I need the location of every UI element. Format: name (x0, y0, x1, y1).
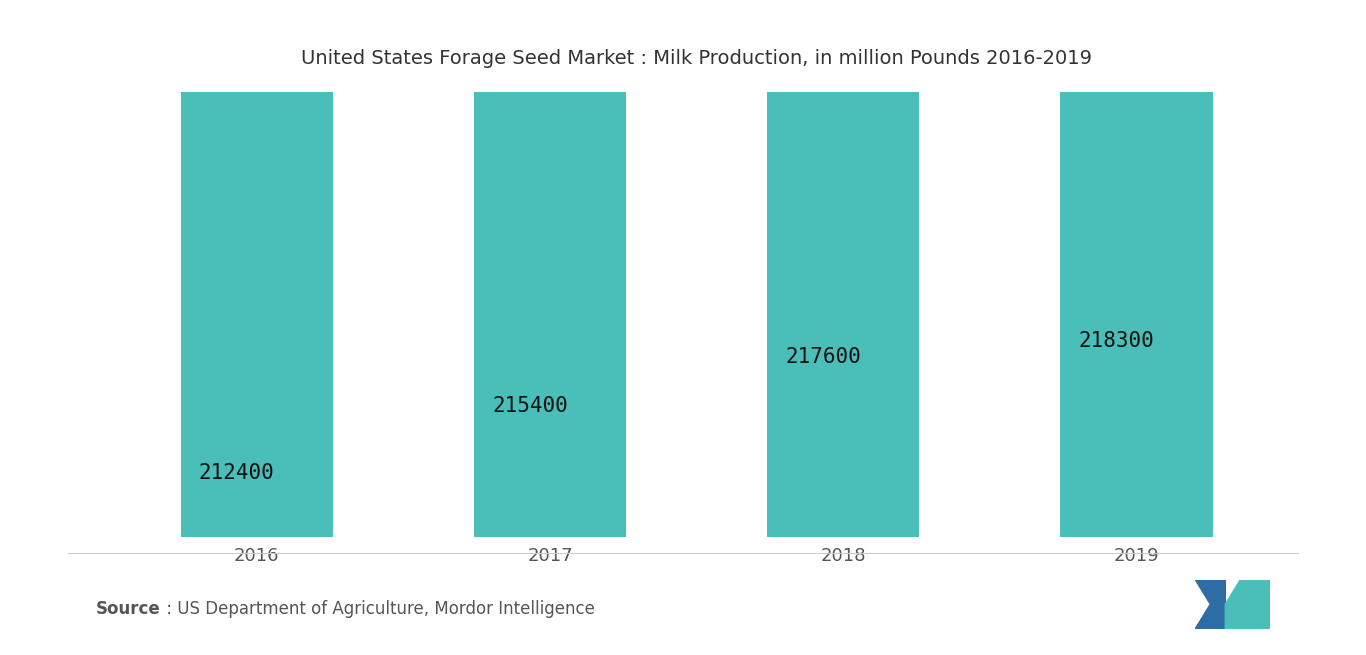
Polygon shape (1225, 580, 1270, 629)
Text: 212400: 212400 (199, 462, 275, 483)
Bar (1060, 0, 1213, 537)
Title: United States Forage Seed Market : Milk Production, in million Pounds 2016-2019: United States Forage Seed Market : Milk … (301, 49, 1093, 68)
Text: 217600: 217600 (785, 346, 861, 367)
Polygon shape (1195, 580, 1225, 629)
Bar (768, 0, 919, 537)
Text: 218300: 218300 (1079, 331, 1154, 351)
Bar (180, 0, 333, 537)
Text: 215400: 215400 (492, 396, 568, 416)
Text: : US Department of Agriculture, Mordor Intelligence: : US Department of Agriculture, Mordor I… (161, 600, 596, 618)
Text: Source: Source (96, 600, 160, 618)
Bar (474, 0, 626, 537)
